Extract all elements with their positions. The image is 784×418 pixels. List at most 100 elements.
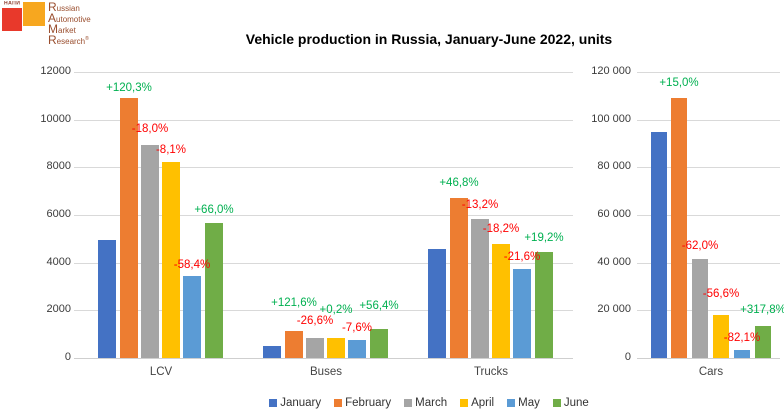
bar-april-cars <box>713 315 729 358</box>
value-label-april-trucks: -18,2% <box>482 223 520 235</box>
bar-january-lcv <box>98 240 116 358</box>
legend-swatch-february <box>334 399 343 407</box>
gridline <box>74 263 573 264</box>
bar-june-trucks <box>535 252 553 358</box>
bar-may-trucks <box>513 269 531 358</box>
y-axis-tick-label: 100 000 <box>591 113 631 125</box>
legend-swatch-january <box>269 399 278 407</box>
bar-april-lcv <box>162 162 180 358</box>
y-axis-tick-label: 120 000 <box>591 65 631 77</box>
gridline <box>74 167 573 168</box>
y-axis-tick-label: 40 000 <box>597 256 631 268</box>
gridline <box>637 120 780 121</box>
bar-february-lcv <box>120 98 138 358</box>
value-label-april-buses: +0,2% <box>319 304 353 316</box>
logo-line: Automotive <box>48 10 91 25</box>
y-axis-tick-label: 0 <box>624 351 631 363</box>
y-axis-tick-label: 6000 <box>46 208 71 220</box>
value-label-may-lcv: -58,4% <box>173 259 211 271</box>
gridline <box>74 310 573 311</box>
value-label-march-trucks: -13,2% <box>461 199 499 211</box>
legend-swatch-may <box>507 399 516 407</box>
bar-may-cars <box>734 350 750 358</box>
y-axis-tick-label: 80 000 <box>597 160 631 172</box>
gridline <box>74 72 573 73</box>
value-label-june-cars: +317,8% <box>740 304 784 316</box>
category-label-buses: Buses <box>310 366 342 378</box>
legend-label-april: April <box>471 397 495 409</box>
value-label-april-cars: -56,6% <box>702 288 740 300</box>
bar-march-cars <box>692 259 708 358</box>
category-label-lcv: LCV <box>149 366 173 378</box>
x-axis-line <box>74 358 573 359</box>
gridline <box>74 215 573 216</box>
legend-swatch-june <box>552 399 561 407</box>
value-label-february-cars: +15,0% <box>659 77 699 89</box>
value-label-june-lcv: +66,0% <box>194 204 234 216</box>
legend-item-march: March <box>404 397 447 409</box>
value-label-february-trucks: +46,8% <box>439 177 479 189</box>
bar-february-trucks <box>450 198 468 358</box>
logo-line: Research® <box>48 33 91 47</box>
gridline <box>637 72 780 73</box>
legend: January February March April May June <box>78 397 780 409</box>
y-axis-tick-label: 4000 <box>46 256 71 268</box>
gridline <box>74 120 573 121</box>
value-label-june-buses: +56,4% <box>359 300 399 312</box>
bar-february-buses <box>285 331 303 358</box>
logo-company-name: Russian Automotive Market Research® <box>48 0 91 47</box>
logo-line: Russian <box>48 0 80 14</box>
bar-february-cars <box>671 98 687 358</box>
x-axis-line <box>637 358 780 359</box>
legend-item-may: May <box>507 397 540 409</box>
logo-orange-square <box>23 2 45 26</box>
value-label-march-lcv: -18,0% <box>131 123 169 135</box>
logo-line: Market <box>48 21 76 36</box>
bar-january-trucks <box>428 249 446 358</box>
legend-item-april: April <box>460 397 494 409</box>
legend-label-february: February <box>345 397 392 409</box>
value-label-may-buses: -7,6% <box>341 322 373 334</box>
value-label-february-buses: +121,6% <box>271 297 317 309</box>
gridline <box>637 263 780 264</box>
gridline <box>637 310 780 311</box>
value-label-february-lcv: +120,3% <box>106 82 152 94</box>
bar-april-buses <box>327 338 345 358</box>
bar-march-trucks <box>471 219 489 358</box>
y-axis-tick-label: 20 000 <box>597 303 631 315</box>
legend-label-may: May <box>518 397 540 409</box>
y-axis-tick-label: 2000 <box>46 303 71 315</box>
legend-label-january: January <box>280 397 322 409</box>
value-label-may-cars: -82,1% <box>723 332 761 344</box>
value-label-march-cars: -62,0% <box>681 240 719 252</box>
bar-march-lcv <box>141 145 159 358</box>
legend-item-february: February <box>334 397 391 409</box>
bar-june-cars <box>755 326 771 358</box>
value-label-may-trucks: -21,6% <box>503 251 541 263</box>
value-label-april-lcv: -8,1% <box>155 144 187 156</box>
y-axis-tick-label: 12000 <box>40 65 71 77</box>
y-axis-tick-label: 8000 <box>46 160 71 172</box>
legend-item-june: June <box>552 397 589 409</box>
company-logo: НАПИ Russian Automotive Market Research® <box>0 0 110 52</box>
legend-swatch-april <box>460 399 469 407</box>
chart-title: Vehicle production in Russia, January-Ju… <box>245 31 613 47</box>
y-axis-tick-label: 60 000 <box>597 208 631 220</box>
bar-june-lcv <box>205 223 223 358</box>
logo-red-square <box>2 8 22 31</box>
legend-label-march: March <box>415 397 448 409</box>
y-axis-tick-label: 10000 <box>40 113 71 125</box>
bar-april-trucks <box>492 244 510 358</box>
legend-item-january: January <box>269 397 321 409</box>
value-label-june-trucks: +19,2% <box>524 232 564 244</box>
legend-label-june: June <box>563 397 589 409</box>
y-axis-tick-label: 0 <box>64 351 71 363</box>
bar-january-cars <box>651 132 667 358</box>
category-label-trucks: Trucks <box>473 366 509 378</box>
bar-may-lcv <box>183 276 201 358</box>
bar-march-buses <box>306 338 324 358</box>
category-label-cars: Cars <box>698 366 724 378</box>
bar-january-buses <box>263 346 281 358</box>
